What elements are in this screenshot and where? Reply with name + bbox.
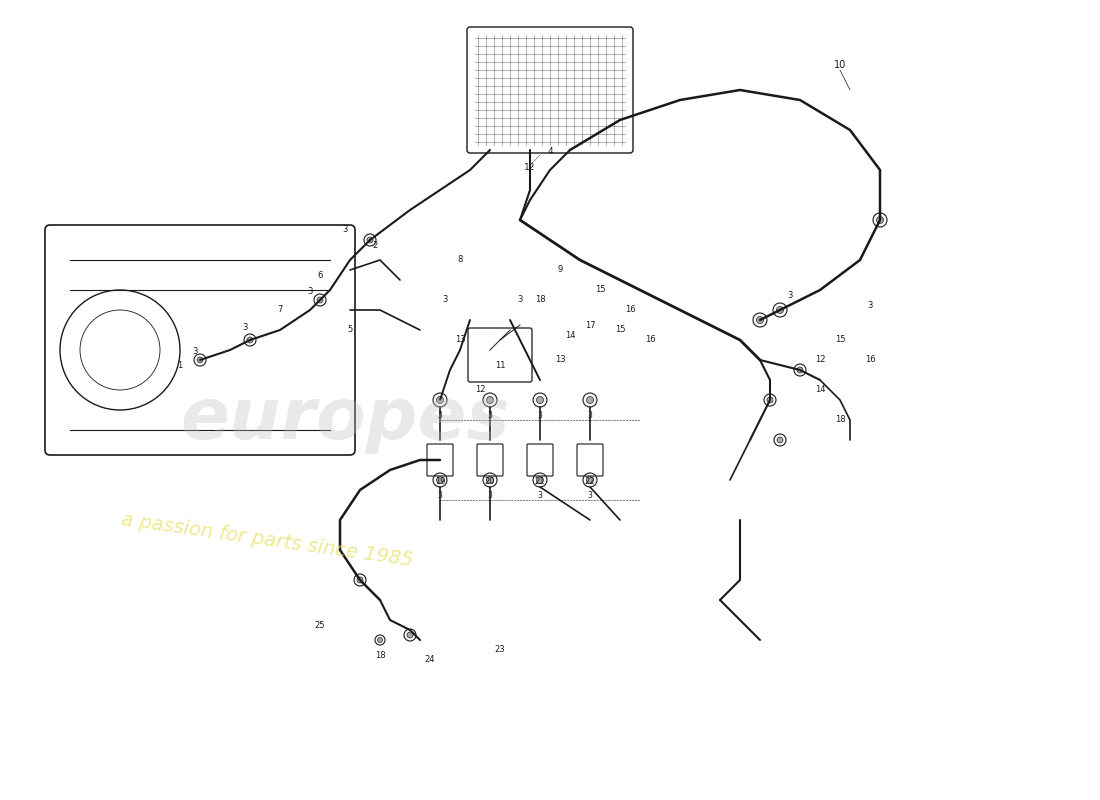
Text: 16: 16 <box>865 355 876 365</box>
Text: 12: 12 <box>475 386 485 394</box>
Text: 24: 24 <box>425 655 436 665</box>
Circle shape <box>877 217 883 223</box>
Text: 15: 15 <box>615 326 625 334</box>
Text: 3: 3 <box>538 410 542 419</box>
Text: 17: 17 <box>585 321 595 330</box>
Circle shape <box>486 397 494 403</box>
Text: 12: 12 <box>815 355 825 365</box>
Circle shape <box>798 367 803 373</box>
Text: 3: 3 <box>587 490 593 499</box>
Text: 25: 25 <box>315 621 326 630</box>
Circle shape <box>317 297 323 303</box>
Text: 2: 2 <box>373 241 377 250</box>
Text: 12: 12 <box>525 163 536 173</box>
Text: 3: 3 <box>442 295 448 305</box>
Circle shape <box>197 357 204 363</box>
Text: 18: 18 <box>535 295 546 305</box>
Circle shape <box>537 397 543 403</box>
Text: 3: 3 <box>517 295 522 305</box>
Circle shape <box>586 477 594 483</box>
Text: 3: 3 <box>438 410 442 419</box>
Text: 23: 23 <box>495 646 505 654</box>
Text: 16: 16 <box>625 306 636 314</box>
Circle shape <box>757 317 763 323</box>
Circle shape <box>248 337 253 343</box>
Text: 3: 3 <box>487 410 493 419</box>
Circle shape <box>437 397 443 403</box>
Text: 3: 3 <box>867 301 872 310</box>
Circle shape <box>407 632 412 638</box>
Circle shape <box>586 397 594 403</box>
Text: 21: 21 <box>535 478 546 486</box>
Text: 16: 16 <box>645 335 656 345</box>
Circle shape <box>486 477 494 483</box>
Text: 3: 3 <box>587 410 593 419</box>
Text: 3: 3 <box>342 226 348 234</box>
Text: 19: 19 <box>434 478 446 486</box>
Text: 14: 14 <box>564 330 575 339</box>
Text: 20: 20 <box>485 478 495 486</box>
Circle shape <box>377 638 383 642</box>
Text: 10: 10 <box>834 60 846 70</box>
Text: 8: 8 <box>458 255 463 265</box>
Text: 15: 15 <box>835 335 845 345</box>
Text: 13: 13 <box>454 335 465 345</box>
Circle shape <box>777 306 783 314</box>
Text: 13: 13 <box>554 355 565 365</box>
Circle shape <box>358 577 363 583</box>
Text: 7: 7 <box>277 306 283 314</box>
Text: 3: 3 <box>788 290 793 299</box>
Circle shape <box>777 437 783 443</box>
Circle shape <box>367 237 373 243</box>
Text: 18: 18 <box>835 415 845 425</box>
Circle shape <box>437 477 443 483</box>
Text: a passion for parts since 1985: a passion for parts since 1985 <box>120 510 415 570</box>
Text: 6: 6 <box>317 270 322 279</box>
Text: 18: 18 <box>375 650 385 659</box>
Text: 22: 22 <box>585 478 595 486</box>
Text: 3: 3 <box>438 490 442 499</box>
Text: 9: 9 <box>558 266 562 274</box>
Text: 4: 4 <box>547 147 553 157</box>
Circle shape <box>767 397 773 403</box>
Text: 15: 15 <box>595 286 605 294</box>
Text: 14: 14 <box>815 386 825 394</box>
Text: 3: 3 <box>192 347 198 357</box>
Text: 3: 3 <box>487 490 493 499</box>
Text: 3: 3 <box>307 287 312 297</box>
Text: 3: 3 <box>242 323 248 333</box>
Text: 5: 5 <box>348 326 353 334</box>
Text: 3: 3 <box>538 490 542 499</box>
Circle shape <box>537 477 543 483</box>
Text: europes: europes <box>180 386 509 454</box>
Text: 11: 11 <box>495 361 505 370</box>
Text: 1: 1 <box>177 361 183 370</box>
